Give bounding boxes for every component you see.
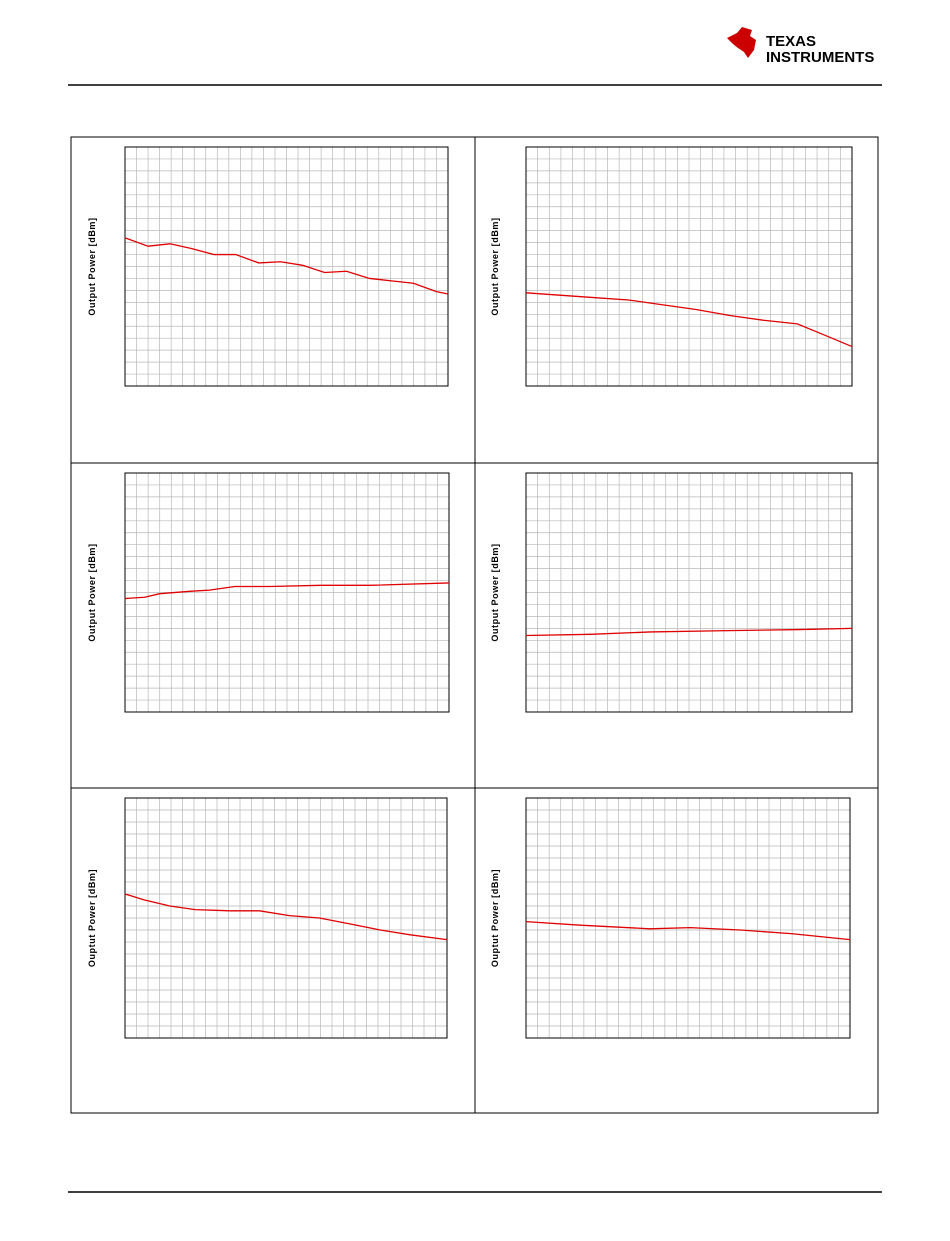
y-axis-label: Output Power [dBm] (87, 543, 97, 641)
logo-text: TEXAS (766, 33, 816, 50)
logo: TEXAS INSTRUMENTS (727, 27, 874, 66)
chart: Output Power [dBm] (87, 146, 449, 387)
chart: Ouptut Power [dBm] (87, 797, 448, 1039)
data-line (525, 292, 853, 348)
data-line (525, 920, 851, 941)
y-axis-label: Output Power [dBm] (490, 543, 500, 641)
y-axis-label: Output Power [dBm] (87, 217, 97, 315)
chart: Ouptut Power [dBm] (490, 797, 851, 1039)
y-axis-label: Output Power [dBm] (490, 217, 500, 315)
plot-frame (525, 797, 851, 1039)
data-line (124, 893, 448, 941)
logo-text: INSTRUMENTS (766, 49, 874, 66)
chart: Output Power [dBm] (490, 472, 853, 713)
y-axis-label: Ouptut Power [dBm] (87, 869, 97, 967)
chart: Output Power [dBm] (87, 472, 450, 713)
y-axis-label: Ouptut Power [dBm] (490, 869, 500, 967)
data-line (124, 237, 449, 295)
plot-frame (124, 797, 448, 1039)
chart: Output Power [dBm] (490, 146, 853, 387)
plot-frame (525, 146, 853, 387)
plot-frame (124, 146, 449, 387)
logo-icon (727, 27, 756, 58)
plot-frame (525, 472, 853, 713)
data-line (124, 582, 450, 600)
plot-frame (124, 472, 450, 713)
data-line (525, 627, 853, 637)
